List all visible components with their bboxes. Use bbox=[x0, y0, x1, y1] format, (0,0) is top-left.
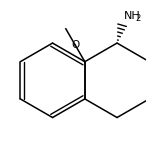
Text: NH: NH bbox=[124, 11, 141, 21]
Text: O: O bbox=[71, 40, 79, 50]
Text: 2: 2 bbox=[135, 14, 141, 23]
